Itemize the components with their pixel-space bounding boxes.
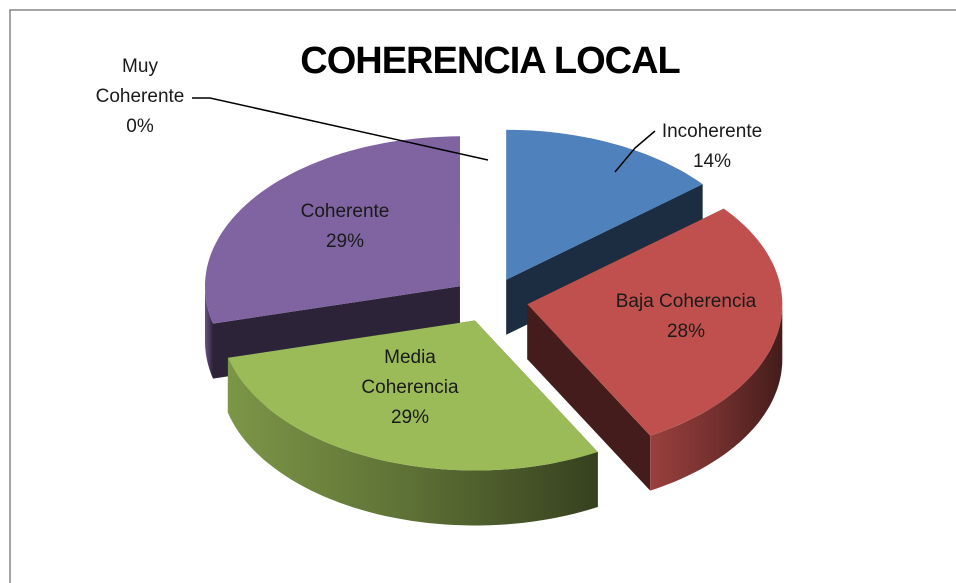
data-label: Baja Coherencia 28%: [596, 287, 776, 347]
slice: [205, 136, 460, 324]
slice: [227, 320, 598, 471]
label-value: 28%: [666, 321, 706, 342]
label-name: Baja Coherencia: [615, 291, 757, 312]
data-label: Coherente 29%: [280, 197, 410, 257]
slice-side: [650, 304, 783, 491]
data-label: Incoherente 14%: [637, 117, 787, 177]
label-value: 29%: [325, 231, 365, 252]
label-name: Muy Coherente: [95, 56, 185, 107]
label-value: 0%: [126, 116, 154, 137]
slice-side: [527, 304, 651, 491]
slices: [205, 129, 783, 526]
leader-line: [192, 97, 489, 161]
label-name: Media Coherencia: [361, 347, 459, 398]
chart-title: COHERENCIA LOCAL: [300, 40, 680, 82]
label-name: Coherente: [300, 201, 390, 222]
slice: [527, 208, 783, 436]
slice-side: [205, 286, 213, 379]
label-value: 14%: [692, 151, 732, 172]
leader-line: [614, 130, 656, 173]
data-label: Muy Coherente 0%: [80, 52, 200, 142]
slice: [506, 129, 703, 280]
slice-side: [227, 357, 598, 526]
data-label: Media Coherencia 29%: [345, 343, 475, 433]
label-name: Incoherente: [661, 121, 763, 142]
label-value: 29%: [390, 407, 430, 428]
